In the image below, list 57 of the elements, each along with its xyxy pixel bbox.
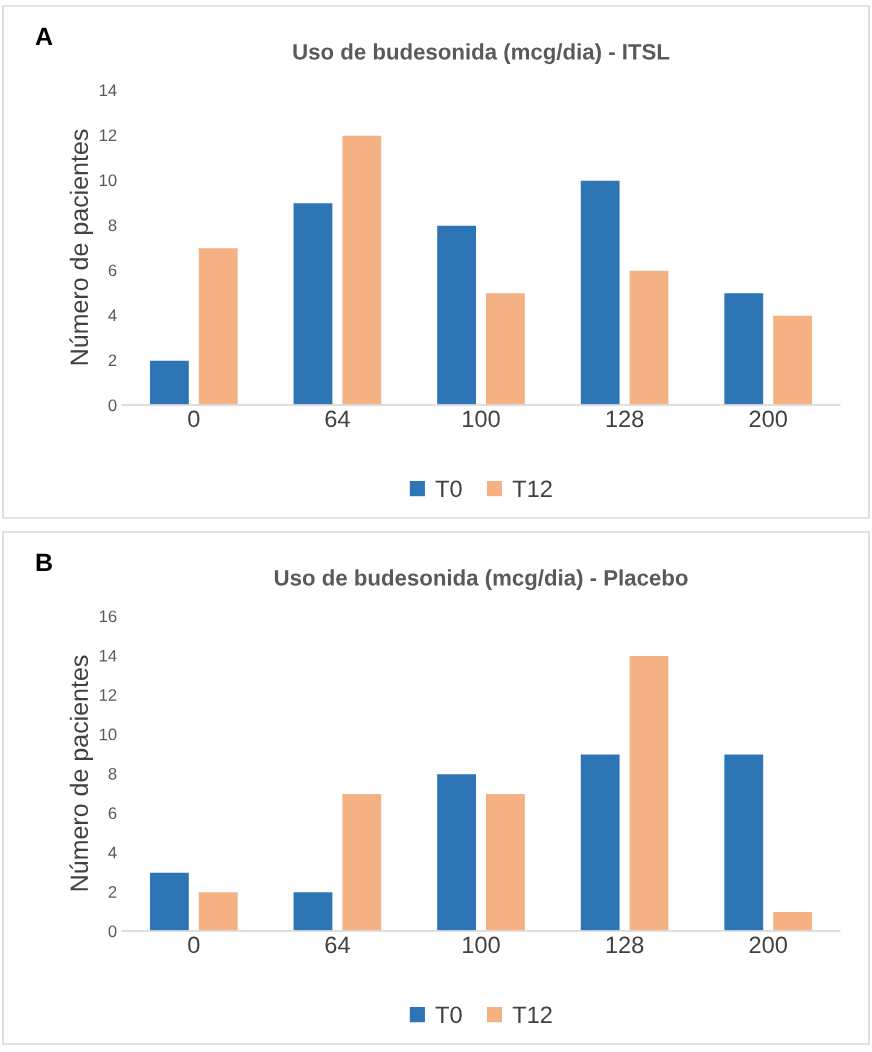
y-tick-label: 8 bbox=[108, 767, 117, 780]
x-tick-label: 100 bbox=[463, 410, 500, 428]
y-tick-label: 6 bbox=[108, 264, 117, 277]
x-tick-label: 0 bbox=[188, 936, 200, 954]
bar bbox=[292, 890, 334, 931]
bar bbox=[292, 201, 334, 405]
y-tick-label: 12 bbox=[99, 689, 117, 701]
legend-label: T0 bbox=[435, 480, 462, 498]
y-tick-label: 6 bbox=[108, 807, 117, 820]
x-tick-label: 64 bbox=[325, 410, 350, 428]
legend-label: T12 bbox=[512, 1006, 552, 1023]
bar bbox=[148, 359, 191, 405]
chart-title: Uso de budesonida (mcg/dia) - ITSL bbox=[293, 43, 670, 65]
bar bbox=[341, 134, 383, 405]
y-tick-label: 4 bbox=[108, 309, 117, 322]
y-axis-title: Número de pacientes bbox=[69, 655, 94, 891]
bar bbox=[579, 753, 621, 931]
bar bbox=[484, 291, 527, 405]
text: B bbox=[36, 553, 52, 571]
x-tick-label: 128 bbox=[606, 410, 644, 428]
bar bbox=[722, 291, 765, 405]
y-tick-label: 0 bbox=[108, 925, 117, 938]
bar bbox=[579, 179, 621, 405]
y-tick-label: 2 bbox=[108, 886, 117, 898]
y-tick-label: 14 bbox=[99, 649, 117, 662]
y-tick-label: 14 bbox=[99, 84, 117, 97]
x-tick-label: 0 bbox=[188, 410, 200, 428]
bar bbox=[435, 772, 478, 931]
bar bbox=[341, 792, 383, 931]
y-axis-title: Número de pacientes bbox=[69, 129, 94, 365]
bar bbox=[148, 871, 191, 931]
y-tick-label: 8 bbox=[108, 219, 117, 232]
bar bbox=[197, 246, 240, 405]
bar bbox=[197, 890, 240, 931]
bar bbox=[771, 910, 814, 931]
x-tick-label: 200 bbox=[749, 410, 787, 428]
y-tick-label: 4 bbox=[108, 846, 117, 859]
y-tick-label: 16 bbox=[99, 610, 117, 623]
bar bbox=[435, 224, 478, 405]
bar bbox=[722, 753, 765, 931]
y-tick-label: 10 bbox=[99, 174, 117, 187]
legend-label: T12 bbox=[512, 480, 552, 497]
x-tick-label: 200 bbox=[749, 936, 787, 954]
text: A bbox=[35, 27, 53, 45]
bar bbox=[628, 269, 670, 405]
y-tick-label: 2 bbox=[108, 354, 117, 367]
y-tick-label: 0 bbox=[108, 399, 117, 412]
bar bbox=[771, 314, 814, 405]
chart-title: Uso de budesonida (mcg/dia) - Placebo bbox=[274, 569, 688, 591]
legend-label: T0 bbox=[435, 1006, 462, 1024]
bar bbox=[628, 654, 670, 931]
y-tick-label: 12 bbox=[99, 129, 117, 142]
y-tick-label: 10 bbox=[99, 728, 117, 741]
x-tick-label: 100 bbox=[463, 936, 500, 954]
x-tick-label: 64 bbox=[325, 936, 350, 954]
x-tick-label: 128 bbox=[606, 936, 644, 954]
bar bbox=[484, 792, 527, 931]
